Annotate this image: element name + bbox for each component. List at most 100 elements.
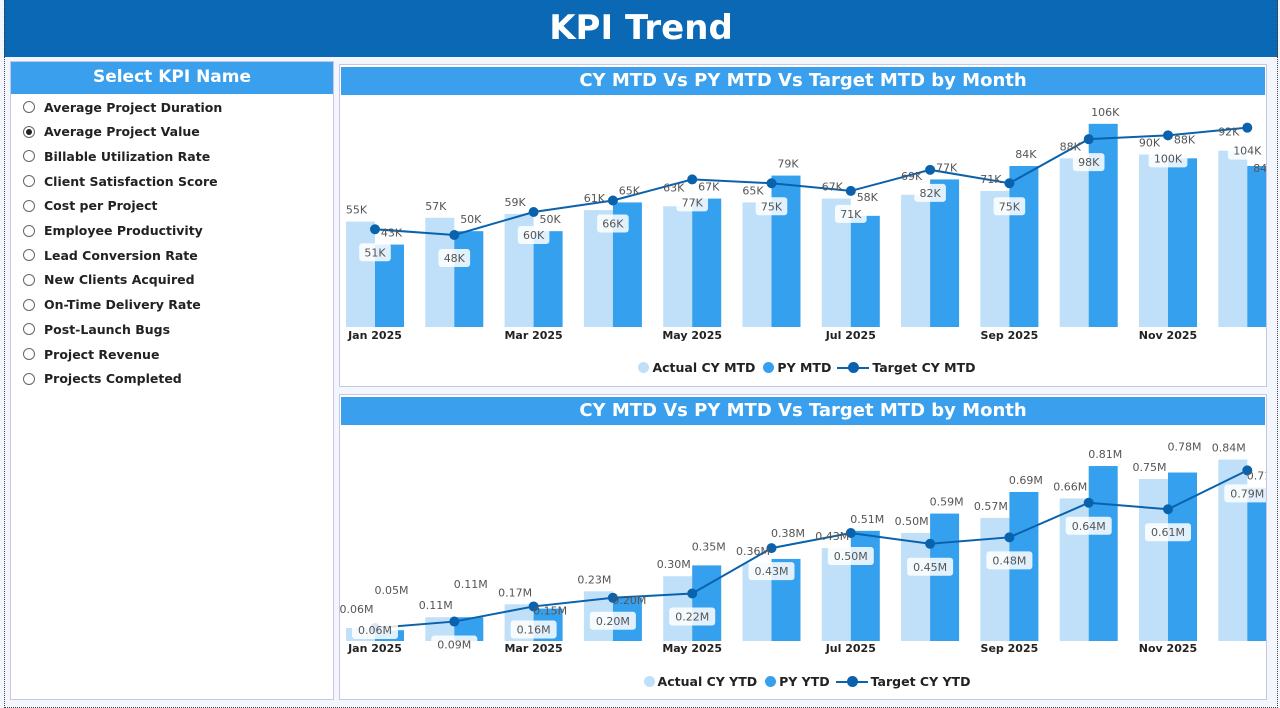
actual-bar [901, 194, 931, 327]
py-data-label: 50K [539, 213, 561, 226]
target-data-label: 0.20M [596, 615, 630, 628]
target-label-box [352, 621, 398, 640]
py-bar [454, 617, 484, 641]
target-data-label: 60K [523, 229, 545, 242]
x-tick-label: May 2025 [662, 329, 722, 342]
radio-button-icon[interactable] [23, 150, 35, 163]
kpi-option[interactable]: New Clients Acquired [23, 270, 195, 290]
target-point [687, 174, 698, 185]
kpi-slicer: Select KPI Name Average Project Duration… [10, 61, 334, 700]
target-line [374, 126, 1248, 237]
target-label-box [835, 204, 867, 223]
target-label-box [1072, 153, 1105, 172]
actual-bar [1139, 479, 1168, 641]
py-bar [692, 198, 722, 327]
target-data-label: 98K [1078, 156, 1100, 169]
kpi-option-label: Post-Launch Bugs [44, 321, 171, 337]
legend-actual-icon [643, 676, 655, 687]
kpi-option[interactable]: Projects Completed [23, 369, 182, 389]
actual-bar [663, 206, 693, 327]
target-point [687, 588, 698, 599]
radio-button-icon[interactable] [23, 125, 35, 138]
py-data-label: 0.59M [930, 496, 964, 509]
actual-data-label: 0.23M [577, 573, 611, 586]
py-data-label: 106K [1091, 106, 1120, 119]
target-point [449, 616, 460, 627]
target-label-box [431, 635, 478, 654]
py-data-label: 0.20M [612, 594, 646, 607]
target-label-box [510, 620, 557, 639]
target-data-label: 0.48M [992, 554, 1026, 567]
actual-data-label: 59K [504, 196, 526, 209]
radio-button-icon[interactable] [23, 372, 35, 385]
target-point [1242, 122, 1253, 133]
py-bar [930, 513, 960, 641]
py-bar [692, 565, 722, 641]
kpi-option[interactable]: Cost per Project [23, 196, 158, 216]
radio-button-icon[interactable] [23, 273, 35, 286]
actual-data-label: 0.11M [419, 599, 453, 612]
radio-button-icon[interactable] [23, 249, 35, 262]
py-bar [454, 231, 484, 327]
py-bar [1168, 472, 1197, 641]
radio-button-icon[interactable] [23, 101, 35, 113]
x-tick-label: Nov 2025 [1139, 642, 1197, 655]
target-line [374, 469, 1248, 630]
chart-legend: Actual CY YTD PY YTD Target CY YTD [340, 674, 1266, 689]
target-label-box [1224, 484, 1266, 503]
target-data-label: 51K [364, 246, 386, 259]
x-tick-label: Jul 2025 [825, 642, 876, 655]
py-data-label: 79K [777, 158, 799, 171]
legend-actual: Actual CY YTD [657, 674, 758, 689]
target-label-box [907, 557, 954, 576]
target-data-label: 0.43M [755, 565, 789, 578]
x-tick-label: Mar 2025 [504, 329, 562, 342]
target-point [370, 224, 380, 235]
actual-bar [346, 221, 375, 327]
target-label-box [597, 214, 629, 233]
radio-button-icon[interactable] [23, 323, 35, 336]
radio-button-icon[interactable] [23, 224, 35, 237]
radio-button-icon[interactable] [23, 348, 35, 360]
py-data-label: 50K [460, 213, 482, 226]
py-data-label: 84K [1253, 162, 1266, 175]
py-data-label: 67K [698, 181, 720, 194]
kpi-option[interactable]: Lead Conversion Rate [23, 245, 198, 265]
kpi-option[interactable]: Project Revenue [23, 344, 159, 364]
kpi-option[interactable]: Average Project Value [23, 122, 200, 142]
target-data-label: 75K [761, 200, 783, 213]
target-point [845, 185, 856, 196]
target-data-label: 104K [1233, 145, 1262, 158]
py-bar [1088, 466, 1118, 641]
target-point [1004, 532, 1015, 543]
actual-data-label: 0.17M [498, 586, 532, 599]
legend-py: PY YTD [779, 674, 830, 689]
kpi-option-label: Average Project Duration [44, 99, 223, 115]
kpi-option[interactable]: Post-Launch Bugs [23, 319, 170, 339]
kpi-option[interactable]: Client Satisfaction Score [23, 171, 218, 191]
kpi-option[interactable]: Billable Utilization Rate [23, 146, 210, 166]
target-label-box [914, 183, 946, 202]
radio-button-icon[interactable] [23, 298, 35, 311]
target-point [845, 528, 856, 538]
legend-target-icon [837, 362, 870, 373]
x-tick-label: Jan 2025 [347, 642, 402, 655]
radio-button-icon[interactable] [23, 175, 35, 188]
target-label-box [748, 562, 795, 581]
kpi-option-label: Lead Conversion Rate [44, 247, 198, 263]
target-data-label: 66K [602, 218, 624, 231]
kpi-option[interactable]: Average Project Duration [23, 97, 222, 117]
kpi-option[interactable]: Employee Productivity [23, 221, 203, 241]
target-data-label: 0.06M [358, 624, 392, 637]
kpi-option-label: New Clients Acquired [44, 272, 195, 288]
actual-data-label: 61K [584, 192, 606, 205]
target-data-label: 0.79M [1230, 487, 1264, 500]
target-point [925, 164, 936, 175]
kpi-option[interactable]: On-Time Delivery Rate [23, 295, 201, 315]
target-point [528, 601, 539, 612]
radio-button-icon[interactable] [23, 199, 35, 212]
py-data-label: 0.69M [1009, 474, 1043, 487]
actual-data-label: 0.43M [815, 530, 849, 543]
actual-data-label: 0.30M [657, 558, 691, 571]
kpi-option-label: Projects Completed [44, 371, 182, 387]
